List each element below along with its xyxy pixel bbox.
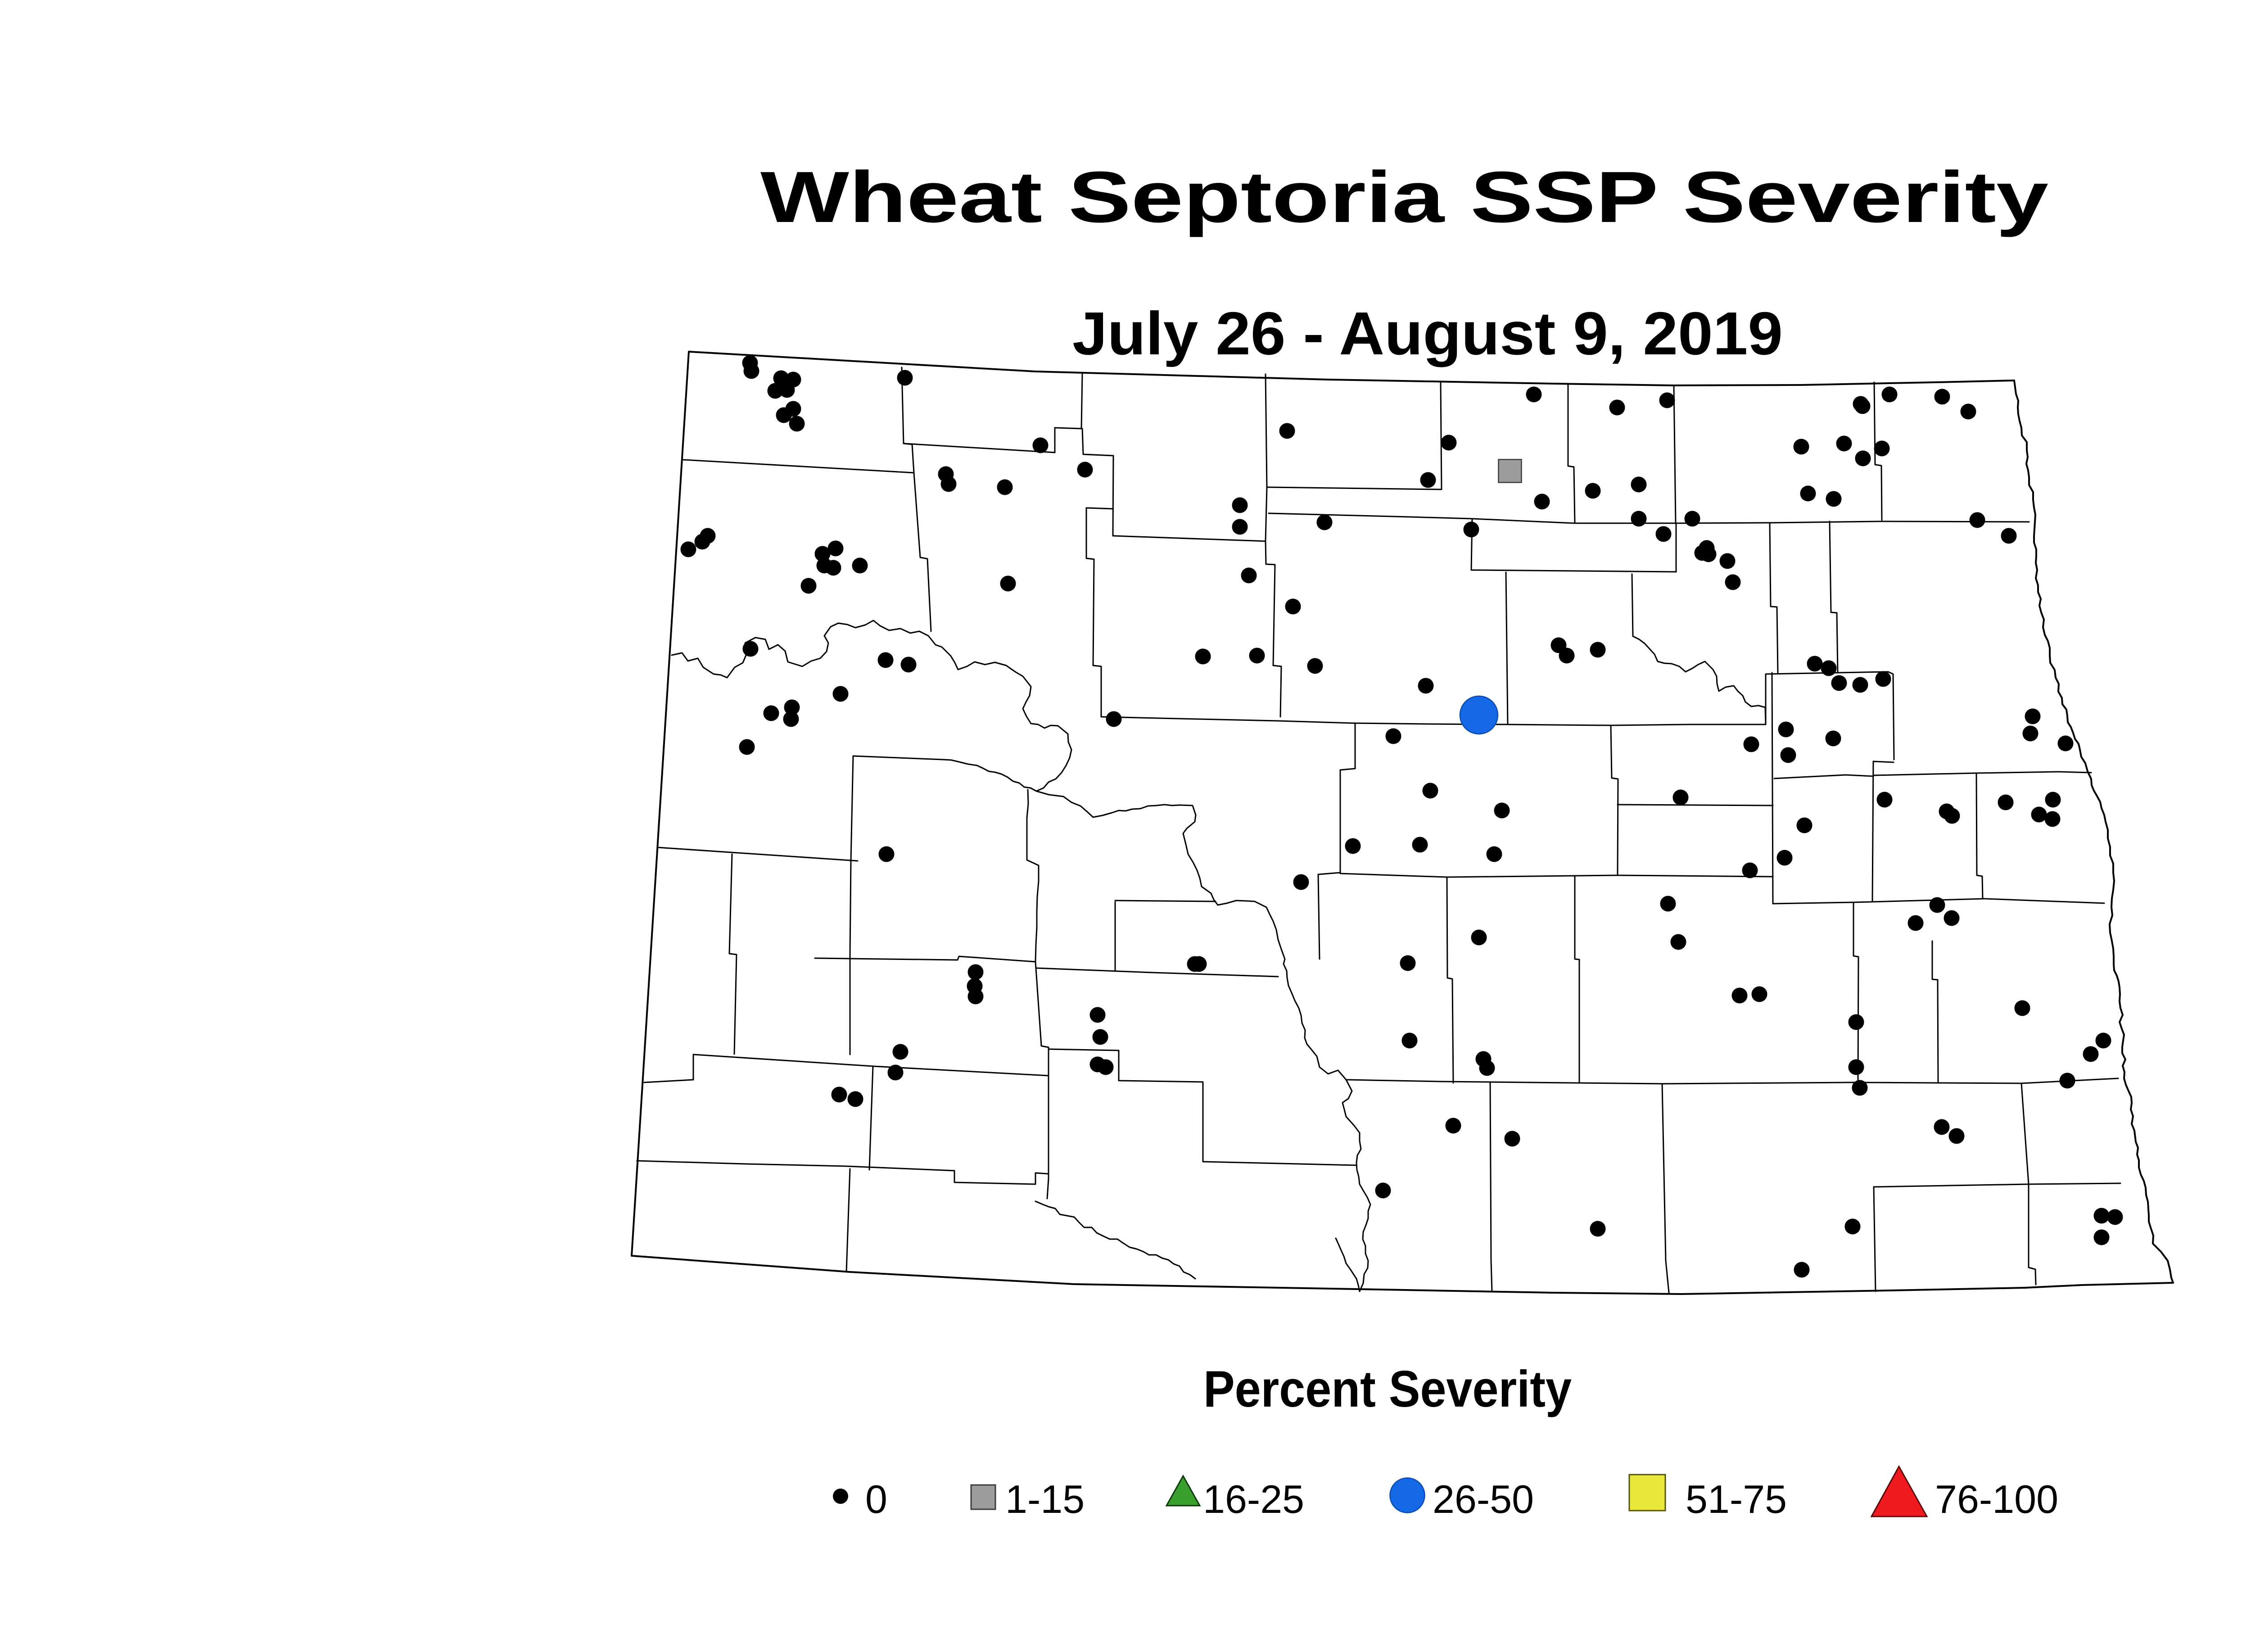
svg-text:July 26 - August 9, 2019: July 26 - August 9, 2019 <box>1072 299 1783 367</box>
svg-text:51-75: 51-75 <box>1686 1477 1787 1521</box>
svg-text:1-15: 1-15 <box>1005 1477 1085 1521</box>
svg-text:16-25: 16-25 <box>1203 1477 1304 1521</box>
svg-text:26-50: 26-50 <box>1433 1477 1534 1521</box>
svg-text:0: 0 <box>865 1477 887 1521</box>
svg-text:76-100: 76-100 <box>1935 1477 2058 1521</box>
svg-text:Wheat Septoria SSP Severity: Wheat Septoria SSP Severity <box>760 157 2048 238</box>
svg-text:Percent Severity: Percent Severity <box>1203 1361 1572 1418</box>
